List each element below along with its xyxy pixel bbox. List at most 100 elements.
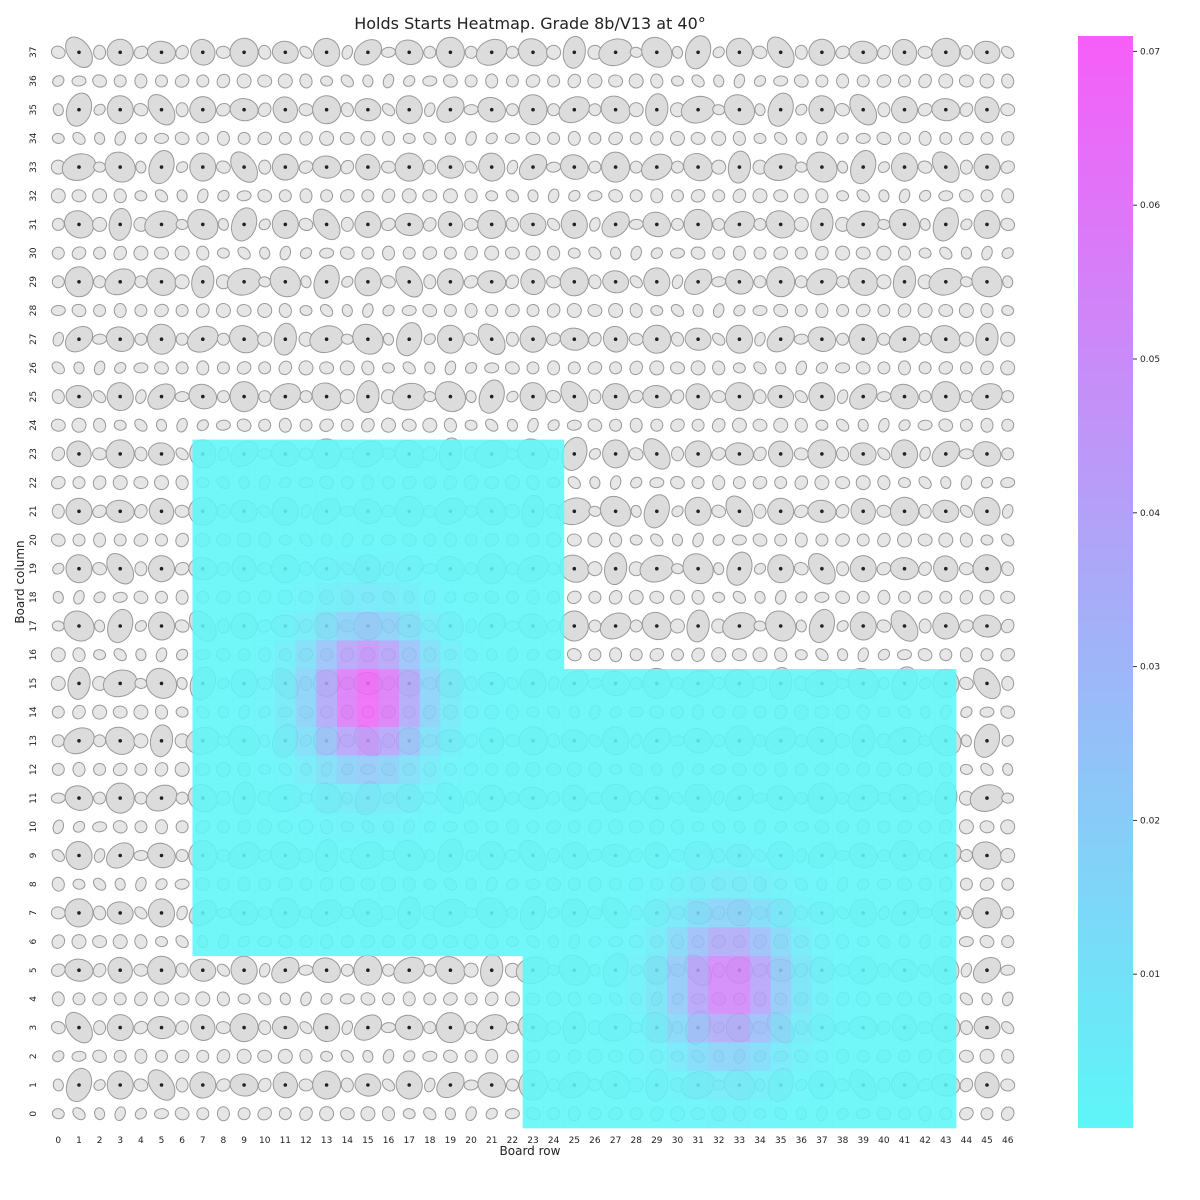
hold (938, 361, 954, 375)
hold (174, 274, 190, 290)
heatmap-cell (790, 869, 812, 899)
heatmap-cell (522, 1099, 544, 1129)
hold-bolt (696, 452, 700, 456)
hold (216, 991, 230, 1007)
hold (485, 73, 499, 89)
hold (1001, 304, 1015, 317)
heatmap-cell (460, 812, 482, 842)
hold (670, 389, 685, 404)
heatmap-cell (419, 697, 441, 727)
hold (341, 1020, 354, 1035)
hold (216, 361, 230, 375)
hold-bolt (77, 624, 81, 628)
heatmap-cell (914, 726, 936, 756)
hold (628, 73, 644, 89)
heatmap-cell (563, 841, 585, 871)
hold (959, 877, 973, 891)
hold-bolt (159, 280, 164, 284)
hold (835, 362, 851, 374)
hold (174, 131, 190, 146)
hold-bolt (737, 107, 742, 112)
hold (423, 159, 437, 175)
heatmap-cell (398, 726, 420, 756)
hold (609, 647, 623, 663)
heatmap-cell (233, 468, 255, 498)
heatmap-cell (254, 726, 276, 756)
x-tick-label: 4 (138, 1136, 144, 1146)
y-tick-label: 32 (29, 190, 39, 201)
heatmap-cell (543, 783, 565, 813)
heatmap-cell (543, 984, 565, 1014)
heatmap-cell (460, 496, 482, 526)
hold-bolt (613, 165, 618, 169)
hold (650, 247, 663, 260)
hold (917, 160, 933, 174)
heatmap-cell (357, 525, 379, 555)
hold (959, 189, 974, 203)
hold (506, 159, 519, 175)
hold (568, 189, 581, 202)
heatmap-cell (790, 984, 812, 1014)
hold (713, 74, 725, 88)
hold (320, 75, 334, 87)
heatmap-cell (192, 640, 214, 670)
heatmap-cell (625, 869, 647, 899)
heatmap-cell (522, 697, 544, 727)
hold (546, 389, 561, 404)
hold (629, 360, 643, 376)
heatmap-cell (295, 841, 317, 871)
heatmap-cell (481, 841, 503, 871)
hold (134, 1107, 148, 1120)
hold (835, 45, 850, 60)
heatmap-cell (584, 984, 606, 1014)
hold (691, 589, 705, 605)
hold-bolt (201, 1083, 205, 1087)
x-tick-label: 23 (527, 1136, 538, 1146)
hold (443, 417, 457, 433)
hold (505, 103, 519, 117)
heatmap-cell (667, 841, 689, 871)
hold-bolt (77, 796, 81, 800)
hold (485, 1048, 499, 1064)
hold (112, 705, 128, 719)
colorbar-tick-label: 0.03 (1140, 663, 1160, 673)
hold (94, 619, 106, 633)
hold (174, 992, 190, 1006)
x-tick-label: 5 (159, 1136, 165, 1146)
hold-bolt (778, 280, 783, 284)
heatmap-cell (336, 468, 358, 498)
heatmap-cell (543, 496, 565, 526)
hold (979, 877, 995, 891)
heatmap-cell (729, 1099, 750, 1129)
hold-bolt (448, 1025, 453, 1030)
hold (401, 304, 417, 317)
x-tick-label: 0 (55, 1136, 61, 1146)
hold (588, 246, 602, 260)
hold (546, 332, 561, 346)
hold (918, 73, 932, 89)
heatmap-cell (398, 496, 420, 526)
hold (174, 1107, 190, 1121)
hold (753, 503, 767, 519)
hold-bolt (242, 337, 246, 342)
hold (299, 1021, 313, 1035)
heatmap-cell (275, 439, 296, 469)
hold (753, 246, 767, 260)
hold (299, 73, 313, 89)
hold (236, 190, 252, 202)
hold-bolt (366, 50, 370, 55)
heatmap-cell (894, 812, 916, 842)
heatmap-cell (625, 898, 647, 928)
heatmap-cell (543, 583, 565, 612)
hold-bolt (118, 796, 122, 800)
hold-bolt (655, 222, 659, 227)
heatmap-cell (213, 640, 235, 670)
heatmap-cell (646, 783, 668, 813)
heatmap-cell (708, 783, 730, 813)
hold (918, 476, 932, 490)
heatmap-cell (419, 439, 441, 469)
heatmap-cell (213, 439, 235, 469)
y-tick-label: 19 (29, 563, 39, 575)
hold (423, 963, 437, 977)
